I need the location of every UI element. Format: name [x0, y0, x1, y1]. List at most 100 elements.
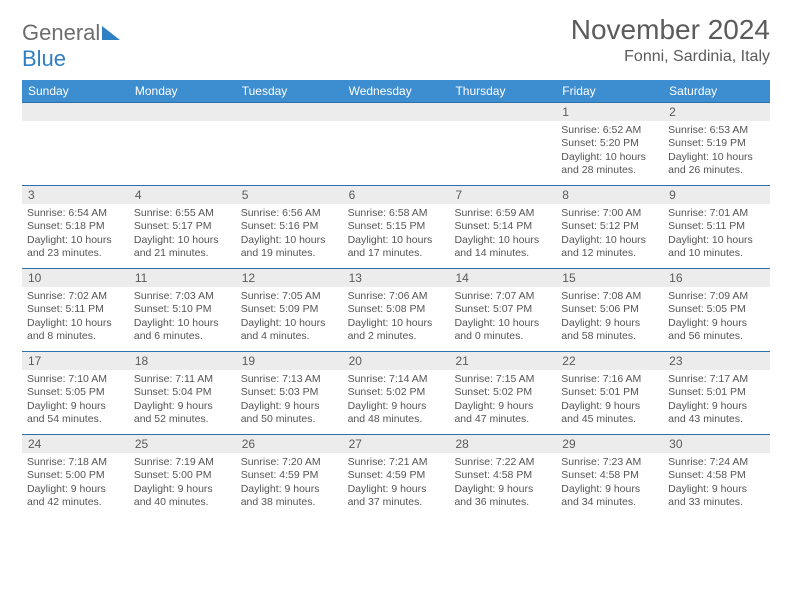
day-number: 7	[449, 185, 556, 204]
sunrise-text: Sunrise: 7:07 AM	[454, 290, 551, 303]
day-number	[449, 102, 556, 121]
sunset-text: Sunset: 5:04 PM	[134, 386, 231, 399]
day-cell: Sunrise: 6:53 AMSunset: 5:19 PMDaylight:…	[663, 121, 770, 185]
day-number: 17	[22, 351, 129, 370]
sunset-text: Sunset: 5:03 PM	[241, 386, 338, 399]
day-cell: Sunrise: 7:19 AMSunset: 5:00 PMDaylight:…	[129, 453, 236, 517]
daylight-text: Daylight: 9 hours and 43 minutes.	[668, 400, 765, 427]
sunset-text: Sunset: 4:58 PM	[668, 469, 765, 482]
sunrise-text: Sunrise: 7:01 AM	[668, 207, 765, 220]
daylight-text: Daylight: 10 hours and 12 minutes.	[561, 234, 658, 261]
day-number: 12	[236, 268, 343, 287]
day-number: 29	[556, 434, 663, 453]
sunrise-text: Sunrise: 7:14 AM	[348, 373, 445, 386]
header: General Blue November 2024 Fonni, Sardin…	[22, 14, 770, 72]
sunset-text: Sunset: 5:07 PM	[454, 303, 551, 316]
day-cell: Sunrise: 6:55 AMSunset: 5:17 PMDaylight:…	[129, 204, 236, 268]
day-cell: Sunrise: 7:09 AMSunset: 5:05 PMDaylight:…	[663, 287, 770, 351]
week-block: 17181920212223Sunrise: 7:10 AMSunset: 5:…	[22, 351, 770, 434]
weekday-header: Wednesday	[343, 80, 450, 102]
daylight-text: Daylight: 10 hours and 23 minutes.	[27, 234, 124, 261]
content-row: Sunrise: 7:18 AMSunset: 5:00 PMDaylight:…	[22, 453, 770, 517]
weekday-header: Tuesday	[236, 80, 343, 102]
weekday-header: Saturday	[663, 80, 770, 102]
daylight-text: Daylight: 9 hours and 40 minutes.	[134, 483, 231, 510]
daylight-text: Daylight: 10 hours and 8 minutes.	[27, 317, 124, 344]
day-number: 2	[663, 102, 770, 121]
sunrise-text: Sunrise: 7:22 AM	[454, 456, 551, 469]
sunset-text: Sunset: 5:09 PM	[241, 303, 338, 316]
day-cell: Sunrise: 7:08 AMSunset: 5:06 PMDaylight:…	[556, 287, 663, 351]
daynum-row: 17181920212223	[22, 351, 770, 370]
day-cell: Sunrise: 7:05 AMSunset: 5:09 PMDaylight:…	[236, 287, 343, 351]
sunrise-text: Sunrise: 6:58 AM	[348, 207, 445, 220]
day-cell: Sunrise: 6:52 AMSunset: 5:20 PMDaylight:…	[556, 121, 663, 185]
day-cell: Sunrise: 7:00 AMSunset: 5:12 PMDaylight:…	[556, 204, 663, 268]
sunrise-text: Sunrise: 7:02 AM	[27, 290, 124, 303]
day-number: 1	[556, 102, 663, 121]
daylight-text: Daylight: 10 hours and 26 minutes.	[668, 151, 765, 178]
month-title: November 2024	[571, 14, 770, 46]
sunrise-text: Sunrise: 7:16 AM	[561, 373, 658, 386]
day-number: 4	[129, 185, 236, 204]
daylight-text: Daylight: 9 hours and 45 minutes.	[561, 400, 658, 427]
day-number: 27	[343, 434, 450, 453]
sunset-text: Sunset: 5:15 PM	[348, 220, 445, 233]
sunset-text: Sunset: 5:01 PM	[561, 386, 658, 399]
sunset-text: Sunset: 5:20 PM	[561, 137, 658, 150]
sunset-text: Sunset: 5:12 PM	[561, 220, 658, 233]
sunrise-text: Sunrise: 6:54 AM	[27, 207, 124, 220]
day-number: 6	[343, 185, 450, 204]
content-row: Sunrise: 7:02 AMSunset: 5:11 PMDaylight:…	[22, 287, 770, 351]
sunrise-text: Sunrise: 6:59 AM	[454, 207, 551, 220]
sunset-text: Sunset: 5:00 PM	[27, 469, 124, 482]
daylight-text: Daylight: 10 hours and 10 minutes.	[668, 234, 765, 261]
sunrise-text: Sunrise: 7:09 AM	[668, 290, 765, 303]
daylight-text: Daylight: 9 hours and 36 minutes.	[454, 483, 551, 510]
sunset-text: Sunset: 5:17 PM	[134, 220, 231, 233]
day-cell: Sunrise: 7:24 AMSunset: 4:58 PMDaylight:…	[663, 453, 770, 517]
day-number: 23	[663, 351, 770, 370]
content-row: Sunrise: 7:10 AMSunset: 5:05 PMDaylight:…	[22, 370, 770, 434]
sunrise-text: Sunrise: 7:11 AM	[134, 373, 231, 386]
day-cell: Sunrise: 6:56 AMSunset: 5:16 PMDaylight:…	[236, 204, 343, 268]
day-number	[129, 102, 236, 121]
sunrise-text: Sunrise: 7:06 AM	[348, 290, 445, 303]
daylight-text: Daylight: 9 hours and 48 minutes.	[348, 400, 445, 427]
day-number: 9	[663, 185, 770, 204]
day-cell: Sunrise: 6:58 AMSunset: 5:15 PMDaylight:…	[343, 204, 450, 268]
daylight-text: Daylight: 9 hours and 47 minutes.	[454, 400, 551, 427]
daylight-text: Daylight: 10 hours and 2 minutes.	[348, 317, 445, 344]
day-cell: Sunrise: 7:01 AMSunset: 5:11 PMDaylight:…	[663, 204, 770, 268]
day-number: 22	[556, 351, 663, 370]
day-number: 15	[556, 268, 663, 287]
day-cell: Sunrise: 7:11 AMSunset: 5:04 PMDaylight:…	[129, 370, 236, 434]
week-block: 3456789Sunrise: 6:54 AMSunset: 5:18 PMDa…	[22, 185, 770, 268]
content-row: Sunrise: 6:54 AMSunset: 5:18 PMDaylight:…	[22, 204, 770, 268]
logo: General Blue	[22, 14, 120, 72]
day-cell	[129, 121, 236, 185]
sunset-text: Sunset: 5:05 PM	[27, 386, 124, 399]
sunrise-text: Sunrise: 7:08 AM	[561, 290, 658, 303]
logo-text-2: Blue	[22, 46, 66, 71]
day-cell: Sunrise: 7:02 AMSunset: 5:11 PMDaylight:…	[22, 287, 129, 351]
day-cell	[343, 121, 450, 185]
day-number: 20	[343, 351, 450, 370]
sunrise-text: Sunrise: 6:55 AM	[134, 207, 231, 220]
week-block: 10111213141516Sunrise: 7:02 AMSunset: 5:…	[22, 268, 770, 351]
sunrise-text: Sunrise: 7:20 AM	[241, 456, 338, 469]
sunset-text: Sunset: 5:16 PM	[241, 220, 338, 233]
sunrise-text: Sunrise: 7:10 AM	[27, 373, 124, 386]
day-cell: Sunrise: 7:06 AMSunset: 5:08 PMDaylight:…	[343, 287, 450, 351]
daylight-text: Daylight: 9 hours and 54 minutes.	[27, 400, 124, 427]
daynum-row: 10111213141516	[22, 268, 770, 287]
day-number: 8	[556, 185, 663, 204]
day-number	[22, 102, 129, 121]
daylight-text: Daylight: 10 hours and 6 minutes.	[134, 317, 231, 344]
weekday-header: Sunday	[22, 80, 129, 102]
sunset-text: Sunset: 5:06 PM	[561, 303, 658, 316]
daylight-text: Daylight: 9 hours and 50 minutes.	[241, 400, 338, 427]
day-number: 14	[449, 268, 556, 287]
sunset-text: Sunset: 4:58 PM	[454, 469, 551, 482]
day-number: 3	[22, 185, 129, 204]
